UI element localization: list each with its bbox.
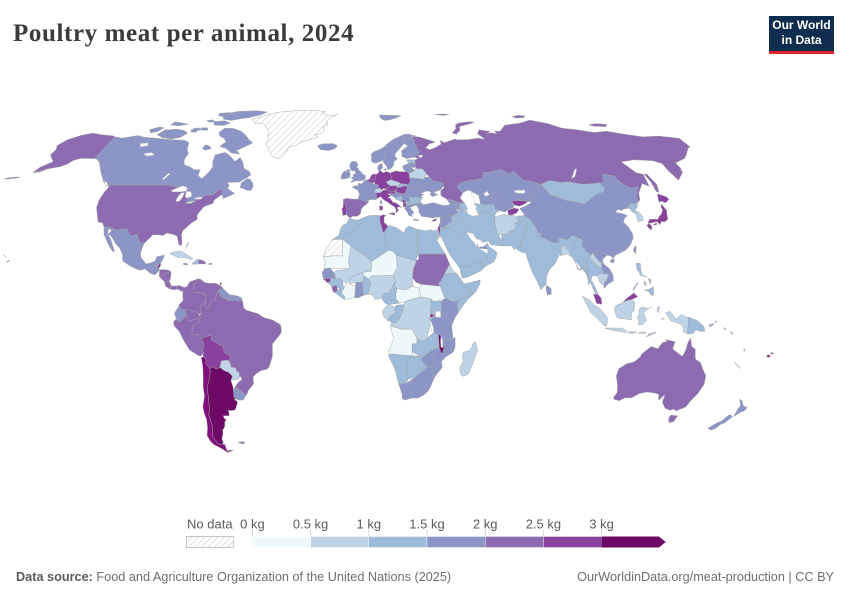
svg-text:0 kg: 0 kg bbox=[240, 517, 265, 532]
svg-text:No data: No data bbox=[187, 517, 233, 532]
svg-text:2.5 kg: 2.5 kg bbox=[526, 517, 561, 532]
svg-text:3 kg: 3 kg bbox=[589, 517, 614, 532]
svg-text:1.5 kg: 1.5 kg bbox=[409, 517, 444, 532]
svg-text:1 kg: 1 kg bbox=[357, 517, 382, 532]
svg-text:2 kg: 2 kg bbox=[473, 517, 498, 532]
svg-text:0.5 kg: 0.5 kg bbox=[293, 517, 328, 532]
